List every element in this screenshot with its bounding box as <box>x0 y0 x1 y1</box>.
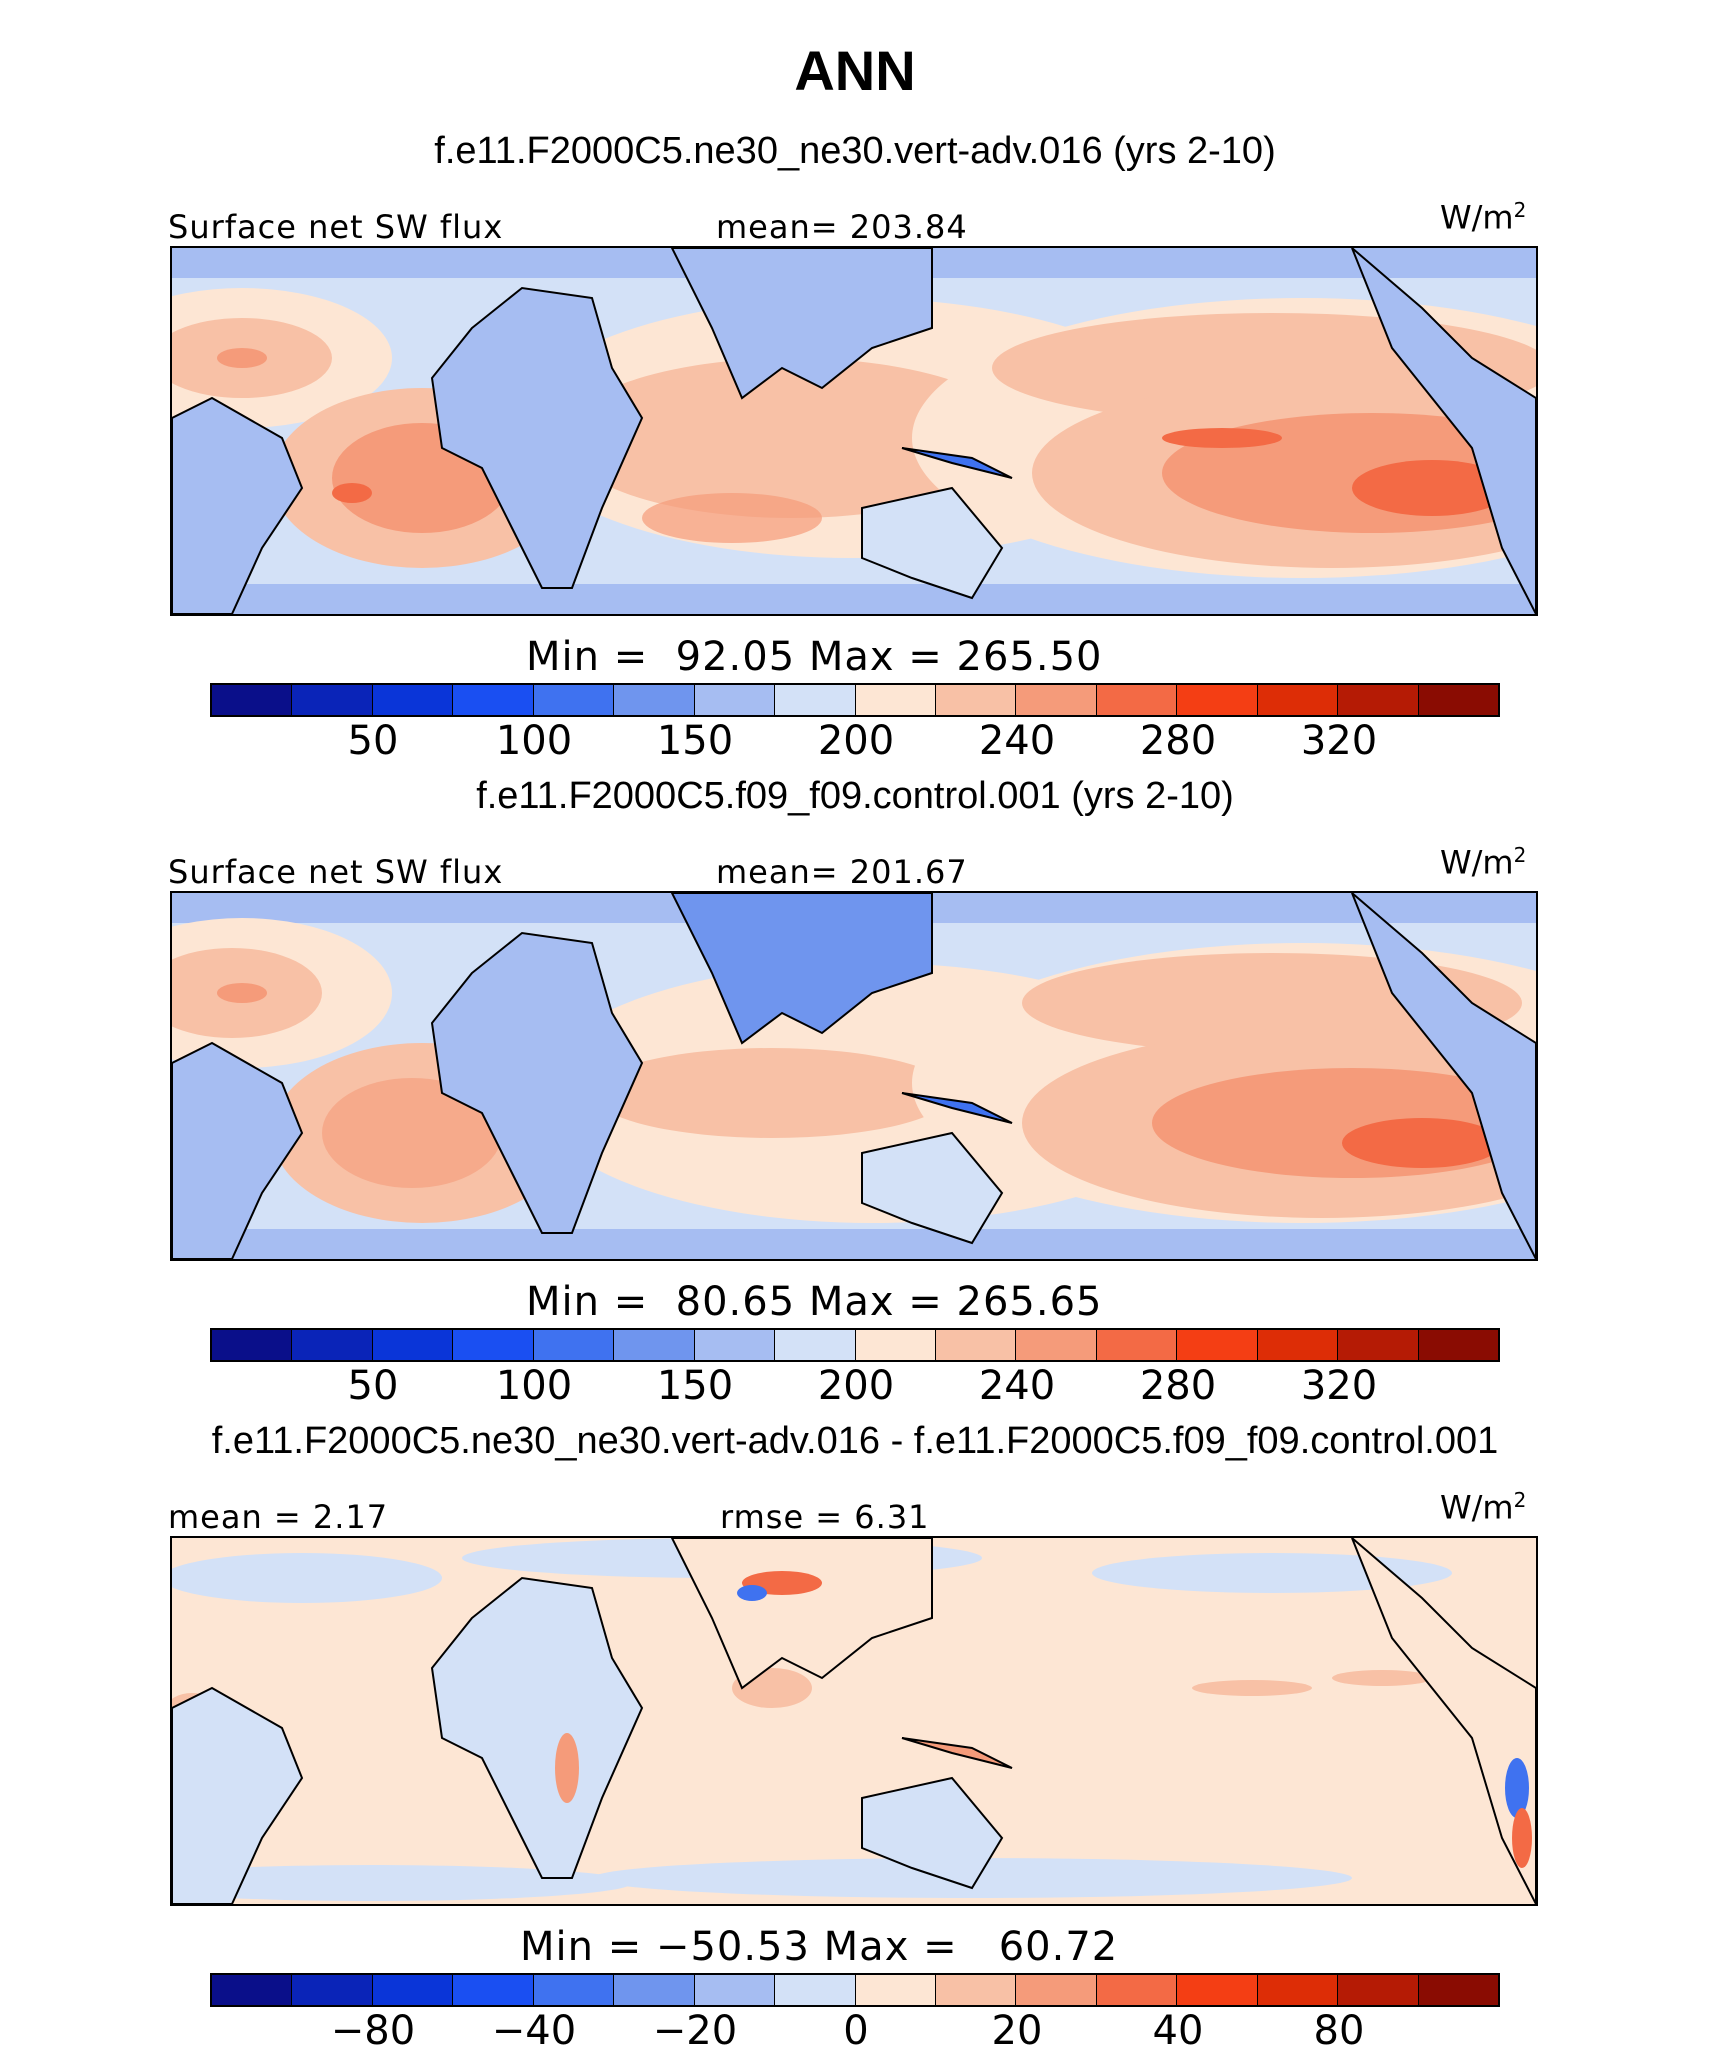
colorbar-swatch <box>1177 1330 1258 1360</box>
panel-1-colorbar <box>210 683 1500 717</box>
panel-3-tick-label: 20 <box>991 2008 1043 2054</box>
panel-3-rmse-label: rmse = 6.31 <box>720 1498 930 1536</box>
colorbar-swatch <box>1418 1975 1498 2005</box>
colorbar-swatch <box>855 685 936 715</box>
colorbar-swatch <box>1177 685 1258 715</box>
panel-2-tick-label: 280 <box>1139 1363 1217 1409</box>
colorbar-swatch <box>292 685 373 715</box>
panel-2-tick-label: 50 <box>347 1363 399 1409</box>
colorbar-swatch <box>1016 1330 1097 1360</box>
panel-1-min-max: Min = 92.05 Max = 265.50 <box>526 634 1103 680</box>
panel-2-title: f.e11.F2000C5.f09_f09.control.001 (yrs 2… <box>476 775 1234 817</box>
colorbar-swatch <box>1016 1975 1097 2005</box>
panel-1-tick-label: 100 <box>495 718 573 764</box>
panel-3-tick-label: 0 <box>843 2008 869 2054</box>
panel-1-tick-label: 200 <box>817 718 895 764</box>
panel-1-variable-label: Surface net SW flux <box>168 208 504 246</box>
figure-title: ANN <box>794 39 916 102</box>
colorbar-swatch <box>694 1975 776 2005</box>
colorbar-swatch <box>614 1330 695 1360</box>
panel-1-tick-label: 50 <box>347 718 399 764</box>
panel-2-tick-label: 100 <box>495 1363 573 1409</box>
colorbar-swatch <box>935 1975 1017 2005</box>
colorbar-swatch <box>533 1975 615 2005</box>
panel-2-variable-label: Surface net SW flux <box>168 853 504 891</box>
colorbar-swatch <box>694 1330 776 1360</box>
colorbar-swatch <box>1096 685 1178 715</box>
colorbar-swatch <box>694 685 776 715</box>
colorbar-swatch <box>1096 1330 1178 1360</box>
colorbar-swatch <box>935 1330 1017 1360</box>
panel-1-tick-label: 150 <box>656 718 734 764</box>
colorbar-swatch <box>1338 1330 1419 1360</box>
panel-1-map <box>170 246 1538 616</box>
panel-3-units: W/m2 <box>1440 1488 1527 1527</box>
panel-3-tick-label: −40 <box>491 2008 577 2054</box>
colorbar-swatch <box>372 1975 454 2005</box>
panel-2-colorbar <box>210 1328 1500 1362</box>
panel-3-min-max: Min = −50.53 Max = 60.72 <box>520 1924 1119 1970</box>
panel-1-tick-label: 320 <box>1300 718 1378 764</box>
colorbar-swatch <box>1338 685 1419 715</box>
panel-3-colorbar <box>210 1973 1500 2007</box>
panel-3-map <box>170 1536 1538 1906</box>
colorbar-swatch <box>453 1330 534 1360</box>
panel-1-tick-label: 240 <box>978 718 1056 764</box>
colorbar-swatch <box>1177 1975 1258 2005</box>
panel-2-map <box>170 891 1538 1261</box>
panel-3-tick-label: 80 <box>1313 2008 1365 2054</box>
panel-2-tick-label: 150 <box>656 1363 734 1409</box>
colorbar-swatch <box>453 1975 534 2005</box>
panel-3-tick-label: −80 <box>330 2008 416 2054</box>
colorbar-swatch <box>1338 1975 1419 2005</box>
colorbar-swatch <box>292 1330 373 1360</box>
panel-1-title: f.e11.F2000C5.ne30_ne30.vert-adv.016 (yr… <box>434 130 1276 172</box>
panel-3-mean-label: mean = 2.17 <box>168 1498 389 1536</box>
colorbar-swatch <box>1257 685 1339 715</box>
panel-3-tick-label: −20 <box>652 2008 738 2054</box>
colorbar-swatch <box>292 1975 373 2005</box>
colorbar-swatch <box>212 1975 293 2005</box>
colorbar-swatch <box>614 1975 695 2005</box>
colorbar-swatch <box>775 685 856 715</box>
panel-2-units: W/m2 <box>1440 843 1527 882</box>
colorbar-swatch <box>1418 1330 1498 1360</box>
colorbar-swatch <box>775 1330 856 1360</box>
colorbar-swatch <box>212 1330 293 1360</box>
panel-1-mean-label: mean= 203.84 <box>716 208 968 246</box>
panel-2-mean-label: mean= 201.67 <box>716 853 968 891</box>
colorbar-swatch <box>372 685 454 715</box>
colorbar-swatch <box>935 685 1017 715</box>
panel-3-title: f.e11.F2000C5.ne30_ne30.vert-adv.016 - f… <box>211 1420 1499 1462</box>
panel-1-tick-label: 280 <box>1139 718 1217 764</box>
colorbar-swatch <box>855 1975 936 2005</box>
panel-1-units: W/m2 <box>1440 198 1527 237</box>
panel-3-tick-label: 40 <box>1152 2008 1204 2054</box>
colorbar-swatch <box>1418 685 1498 715</box>
colorbar-swatch <box>533 685 615 715</box>
colorbar-swatch <box>775 1975 856 2005</box>
colorbar-swatch <box>1257 1330 1339 1360</box>
colorbar-swatch <box>453 685 534 715</box>
panel-2-tick-label: 200 <box>817 1363 895 1409</box>
colorbar-swatch <box>533 1330 615 1360</box>
colorbar-swatch <box>1257 1975 1339 2005</box>
colorbar-swatch <box>1096 1975 1178 2005</box>
colorbar-swatch <box>372 1330 454 1360</box>
colorbar-swatch <box>855 1330 936 1360</box>
colorbar-swatch <box>614 685 695 715</box>
panel-2-min-max: Min = 80.65 Max = 265.65 <box>526 1279 1103 1325</box>
panel-2-tick-label: 240 <box>978 1363 1056 1409</box>
colorbar-swatch <box>212 685 293 715</box>
colorbar-swatch <box>1016 685 1097 715</box>
panel-2-tick-label: 320 <box>1300 1363 1378 1409</box>
